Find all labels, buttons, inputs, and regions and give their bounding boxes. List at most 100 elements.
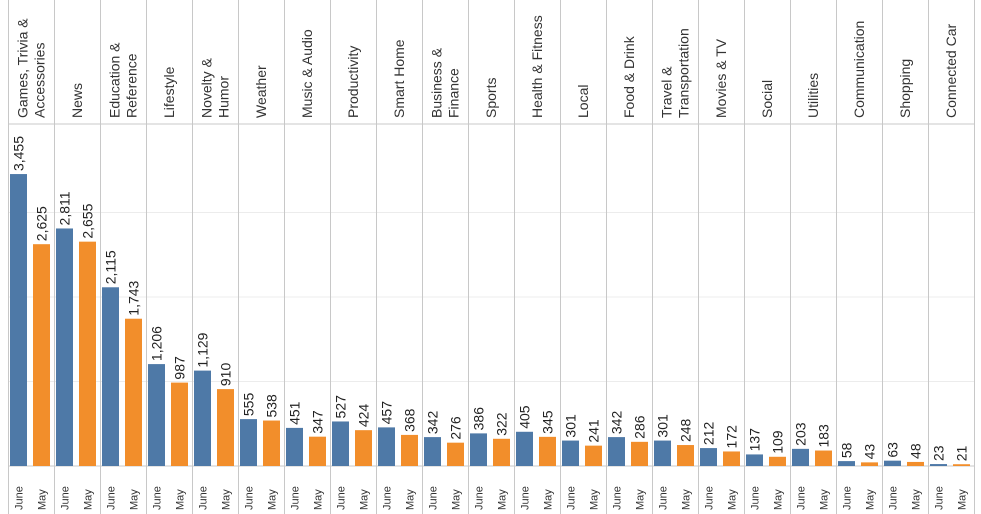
sub-category-label: May	[221, 489, 233, 510]
sub-category-tick: June	[60, 486, 72, 510]
sub-category-label: May	[175, 489, 187, 510]
june-bar	[148, 364, 165, 466]
value-label-text: 322	[494, 412, 510, 436]
sub-category-label: May	[773, 489, 785, 510]
value-label-text: 910	[218, 363, 234, 387]
sub-category-label: May	[589, 489, 601, 510]
value-label: 212	[701, 422, 717, 446]
value-label: 1,206	[149, 326, 165, 361]
sub-category-label: May	[957, 489, 969, 510]
sub-category-label: May	[451, 489, 463, 510]
sub-category-tick: June	[934, 486, 946, 510]
category-label: Communication	[851, 21, 867, 118]
june-bar	[378, 427, 395, 466]
value-label-text: 342	[609, 411, 625, 435]
category-label: Transportation	[676, 28, 692, 118]
value-label: 137	[747, 428, 763, 452]
sub-category-label: May	[359, 489, 371, 510]
category-header: Social	[759, 80, 775, 118]
sub-category-tick: June	[14, 486, 26, 510]
may-bar	[677, 445, 694, 466]
june-bar	[792, 448, 809, 466]
sub-category-tick: May	[405, 489, 417, 510]
may-bar	[769, 456, 786, 466]
june-bar	[516, 431, 533, 466]
sub-category-tick: June	[520, 486, 532, 510]
sub-category-tick: June	[842, 486, 854, 510]
may-bar	[263, 420, 280, 466]
value-label-text: 248	[678, 418, 694, 442]
value-label: 48	[908, 443, 924, 459]
sub-category-label: May	[497, 489, 509, 510]
sub-category-tick: June	[612, 486, 624, 510]
value-label: 424	[356, 404, 372, 428]
value-label: 1,743	[126, 280, 142, 315]
sub-category-tick: May	[221, 489, 233, 510]
value-label-text: 203	[793, 422, 809, 446]
category-header: Communication	[851, 21, 867, 118]
category-header: Weather	[253, 65, 269, 118]
sub-category-tick: May	[635, 489, 647, 510]
category-header: Education & Reference	[107, 42, 140, 118]
may-bar	[217, 389, 234, 466]
category-label: Accessories	[32, 43, 48, 118]
may-bar	[585, 445, 602, 466]
sub-category-tick: May	[589, 489, 601, 510]
value-label-text: 48	[908, 443, 924, 459]
value-label: 1,129	[195, 332, 211, 367]
category-header: Business & Finance	[429, 47, 462, 118]
category-label: Utilities	[805, 73, 821, 118]
category-header: Utilities	[805, 73, 821, 118]
value-label: 345	[540, 410, 556, 434]
value-label-text: 1,743	[126, 280, 142, 315]
sub-category-label: May	[129, 489, 141, 510]
sub-category-label: June	[796, 486, 808, 510]
sub-category-tick: June	[704, 486, 716, 510]
value-label-text: 386	[471, 407, 487, 431]
category-header: Travel & Transportation	[659, 28, 692, 118]
sub-category-tick: June	[290, 486, 302, 510]
sub-category-label: June	[520, 486, 532, 510]
value-label-text: 2,811	[57, 191, 73, 225]
value-label-text: 286	[632, 415, 648, 439]
may-bar	[401, 434, 418, 466]
may-bar	[631, 441, 648, 466]
sub-category-tick: May	[911, 489, 923, 510]
sub-category-tick: June	[658, 486, 670, 510]
sub-category-label: May	[865, 489, 877, 510]
june-bar	[930, 464, 947, 466]
sub-category-label: June	[106, 486, 118, 510]
category-label: Business &	[429, 47, 445, 118]
may-bar	[171, 382, 188, 466]
sub-category-label: June	[198, 486, 210, 510]
value-label: 109	[770, 430, 786, 454]
june-bar	[654, 440, 671, 466]
value-label: 386	[471, 407, 487, 431]
category-headers: Games, Trivia & Accessories News Education …	[15, 15, 960, 118]
category-label: Sports	[483, 78, 499, 118]
sub-category-tick: June	[152, 486, 164, 510]
bars	[10, 174, 970, 467]
may-bar	[907, 461, 924, 466]
value-label-text: 457	[379, 401, 395, 425]
sub-category-tick: May	[819, 489, 831, 510]
sub-category-tick: June	[336, 486, 348, 510]
june-bar	[562, 440, 579, 466]
value-label: 527	[333, 395, 349, 419]
sub-category-tick: May	[865, 489, 877, 510]
value-label-text: 43	[862, 444, 878, 460]
value-label: 555	[241, 393, 257, 417]
sub-category-tick: May	[727, 489, 739, 510]
value-label-text: 451	[287, 401, 303, 425]
value-label: 322	[494, 412, 510, 436]
sub-category-tick: June	[566, 486, 578, 510]
value-label: 241	[586, 419, 602, 443]
sub-category-label: June	[152, 486, 164, 510]
value-label-text: 21	[954, 445, 970, 461]
value-label: 301	[563, 414, 579, 438]
sub-category-tick: June	[428, 486, 440, 510]
value-label-text: 212	[701, 422, 717, 446]
value-label-text: 109	[770, 430, 786, 454]
may-bar	[861, 462, 878, 466]
category-header: Health & Fitness	[529, 15, 545, 118]
